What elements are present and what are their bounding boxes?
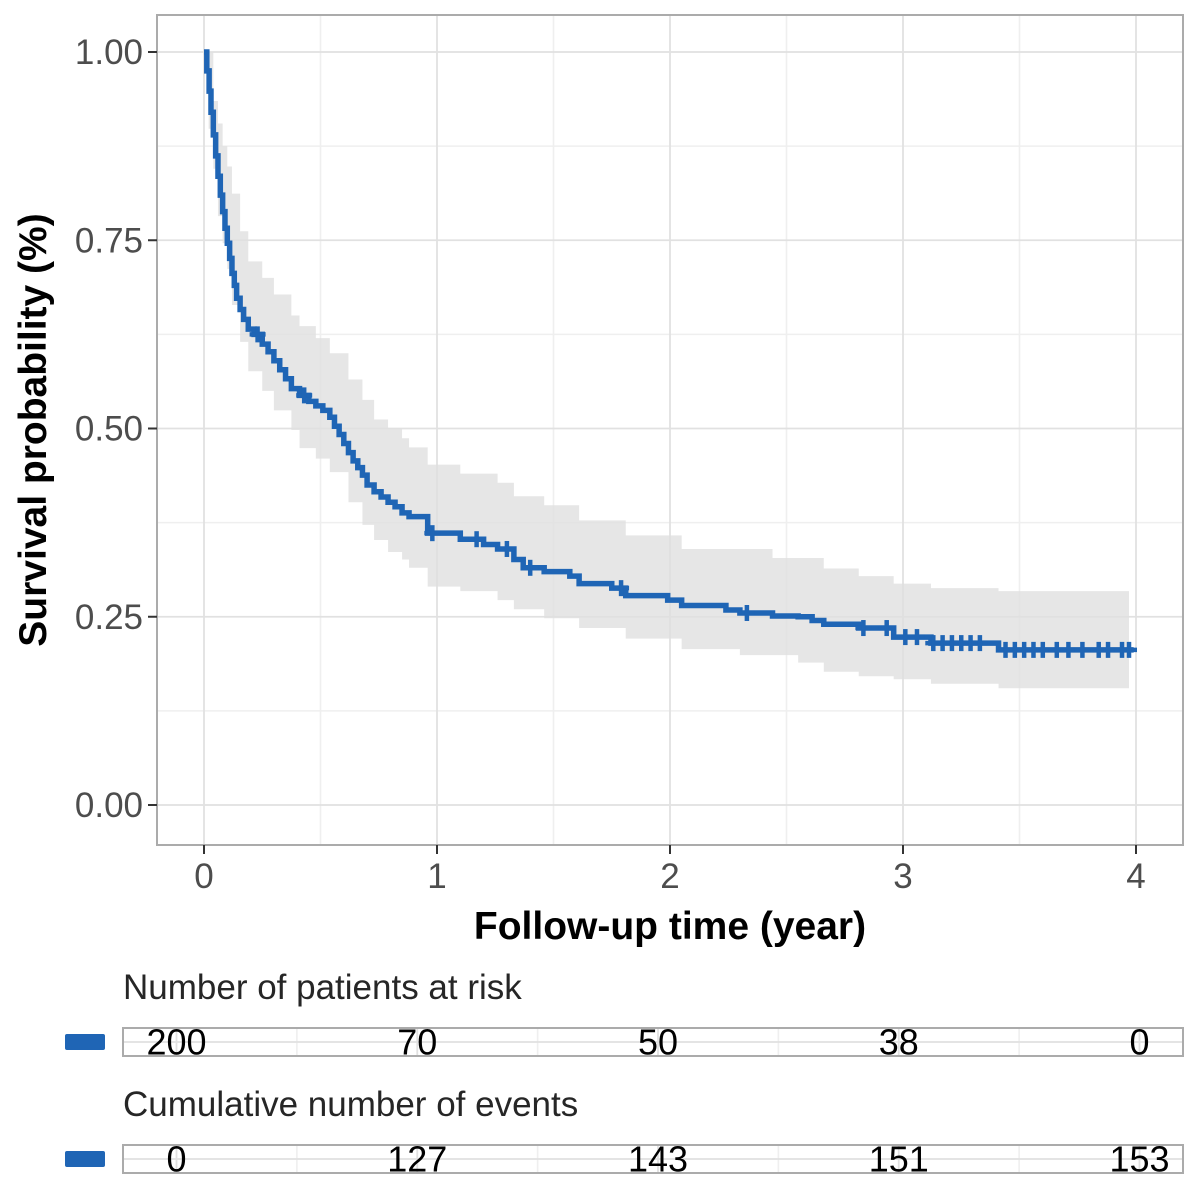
risk-table-border — [122, 1027, 1184, 1057]
events-table-title: Cumulative number of events — [123, 1085, 579, 1124]
x-tick-label: 1 — [427, 857, 446, 896]
x-axis-title: Follow-up time (year) — [473, 905, 867, 948]
risk-table: 200 70 50 38 0 — [65, 1022, 1184, 1063]
confidence-band — [204, 52, 1130, 689]
events-table-value: 127 — [387, 1139, 447, 1180]
y-tick-label: 0.75 — [75, 221, 143, 260]
risk-table-title: Number of patients at risk — [123, 968, 522, 1007]
y-tick-label: 0.25 — [75, 598, 143, 637]
events-table-value: 143 — [628, 1139, 688, 1180]
y-tick-label: 0.00 — [75, 786, 143, 825]
x-tick-label: 0 — [194, 857, 213, 896]
y-tick-label: 0.50 — [75, 410, 143, 449]
risk-table-value: 38 — [879, 1022, 919, 1063]
y-axis-title: Survival probability (%) — [12, 213, 55, 647]
x-tick-label: 3 — [893, 857, 912, 896]
x-tick-label: 2 — [660, 857, 679, 896]
events-table-value: 0 — [166, 1139, 186, 1180]
axis-ticks — [148, 51, 1137, 854]
censor-marks — [249, 326, 1138, 658]
events-table-value: 153 — [1109, 1139, 1169, 1180]
risk-table-value: 50 — [638, 1022, 678, 1063]
risk-table-value: 0 — [1129, 1022, 1149, 1063]
events-table: 0 127 143 151 153 — [65, 1139, 1184, 1180]
events-table-legend-dash — [65, 1151, 105, 1167]
risk-table-legend-dash — [65, 1034, 105, 1050]
km-curve — [204, 49, 1134, 653]
events-table-value: 151 — [869, 1139, 929, 1180]
x-tick-label: 4 — [1126, 857, 1145, 896]
risk-table-value: 200 — [146, 1022, 206, 1063]
y-tick-label: 1.00 — [75, 33, 143, 72]
risk-table-value: 70 — [397, 1022, 437, 1063]
events-table-border — [122, 1144, 1184, 1174]
